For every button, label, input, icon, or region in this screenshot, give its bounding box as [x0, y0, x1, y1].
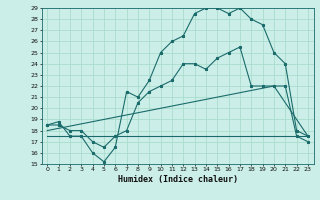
X-axis label: Humidex (Indice chaleur): Humidex (Indice chaleur)	[118, 175, 237, 184]
